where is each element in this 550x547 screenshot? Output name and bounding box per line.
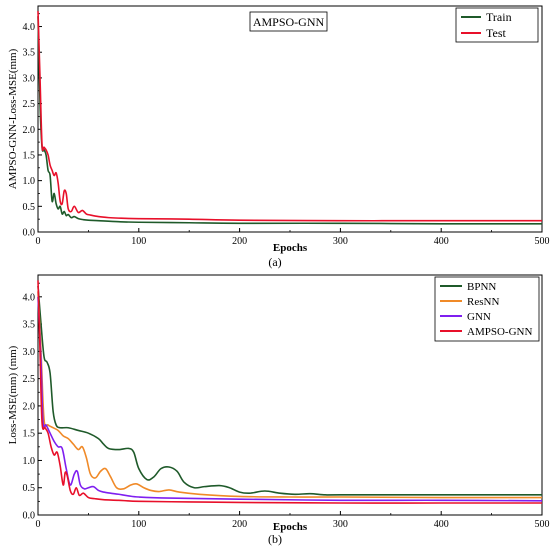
x-tick-label: 0	[36, 236, 41, 247]
panel-label: (b)	[268, 532, 282, 546]
y-tick-label: 2.5	[23, 99, 36, 110]
y-tick-label: 0.0	[23, 511, 36, 522]
y-tick-label: 0.0	[23, 228, 36, 239]
legend-label-gnn: GNN	[467, 311, 491, 323]
series-line-test	[37, 11, 542, 222]
y-tick-label: 4.0	[23, 22, 36, 33]
y-tick-label: 1.0	[23, 176, 36, 187]
y-tick-label: 2.0	[23, 401, 36, 412]
legend-label-bpnn: BPNN	[467, 281, 496, 293]
y-axis-label: Loss-MSE(mm) (mm)	[7, 345, 19, 444]
x-tick-label: 0	[36, 519, 41, 530]
x-axis-ticks: 0 100 200 300 400 500	[36, 228, 550, 247]
y-axis-ticks: 0.0 0.5 1.0 1.5 2.0 2.5 3.0 3.5 4.0	[23, 282, 42, 522]
legend-label-ampso-gnn: AMPSO-GNN	[467, 326, 532, 338]
x-tick-label: 500	[535, 519, 550, 530]
legend-label-train: Train	[486, 10, 512, 24]
y-tick-label: 3.5	[23, 320, 36, 331]
x-tick-label: 400	[434, 519, 449, 530]
legend-label-resnn: ResNN	[467, 296, 499, 308]
series-line-ampso-gnn	[37, 280, 542, 504]
y-tick-label: 1.0	[23, 456, 36, 467]
y-tick-label: 2.5	[23, 374, 36, 385]
y-axis-label: AMPSO-GNN-Loss-MSE(mm)	[7, 48, 19, 189]
y-tick-label: 0.5	[23, 202, 36, 213]
x-tick-label: 400	[434, 236, 449, 247]
series-lines	[37, 280, 543, 504]
y-tick-label: 4.0	[23, 292, 36, 303]
series-line-bpnn	[37, 285, 542, 496]
panel-label: (a)	[268, 255, 281, 269]
legend-label-test: Test	[486, 26, 506, 40]
series-lines	[37, 11, 543, 225]
x-axis-ticks: 0 100 200 300 400 500	[36, 511, 550, 530]
chart-title-box	[249, 11, 328, 32]
y-tick-label: 0.5	[23, 483, 36, 494]
series-line-train	[37, 16, 543, 225]
chart-title: AMPSO-GNN	[253, 15, 325, 29]
x-tick-label: 300	[333, 519, 348, 530]
y-tick-label: 1.5	[23, 429, 36, 440]
x-tick-label: 300	[333, 236, 348, 247]
panel-a: 0.0 0.5 1.0 1.5 2.0 2.5 3.0 3.5 4.0 0 100 200 300 40…	[7, 5, 550, 269]
x-tick-label: 100	[131, 519, 146, 530]
legend: BPNN ResNN GNN AMPSO-GNN	[434, 276, 540, 342]
y-tick-label: 2.0	[23, 125, 36, 136]
y-tick-label: 1.5	[23, 150, 36, 161]
panel-b: 0.0 0.5 1.0 1.5 2.0 2.5 3.0 3.5 4.0 0 100 200 300 40…	[7, 274, 550, 546]
x-tick-label: 200	[232, 519, 247, 530]
x-axis-label: Epochs	[273, 521, 308, 533]
series-line-resnn	[37, 291, 543, 499]
y-tick-label: 3.0	[23, 73, 36, 84]
x-tick-label: 100	[131, 236, 146, 247]
series-line-gnn	[37, 296, 543, 502]
y-tick-label: 3.5	[23, 48, 36, 59]
x-tick-label: 500	[535, 236, 550, 247]
x-tick-label: 200	[232, 236, 247, 247]
legend-box	[455, 7, 539, 43]
x-axis-label: Epochs	[273, 242, 308, 254]
legend: Train Test	[455, 7, 539, 43]
y-tick-label: 3.0	[23, 347, 36, 358]
